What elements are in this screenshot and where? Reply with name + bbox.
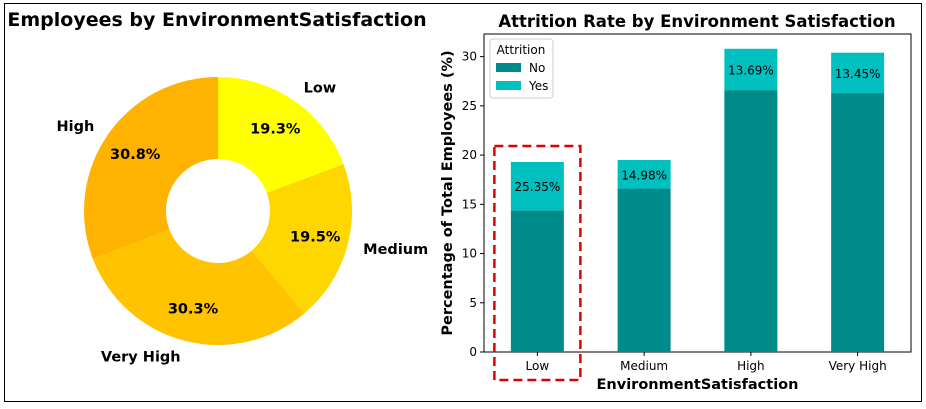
y-tick-label: 30	[462, 50, 477, 64]
bar-label: 13.69%	[728, 63, 774, 77]
slice-category-label-very-high: Very High	[101, 349, 181, 365]
y-tick-label: 25	[462, 99, 477, 113]
donut-slice-medium	[251, 164, 352, 314]
highlight-box-low	[493, 144, 582, 382]
x-tick-label: Low	[526, 359, 550, 373]
donut-slice-low	[218, 77, 344, 193]
legend-title: Attrition	[497, 43, 546, 57]
slice-percent-label-very-high: 30.3%	[168, 301, 219, 317]
slice-category-label-low: Low	[304, 81, 337, 97]
y-tick-label: 20	[462, 148, 477, 162]
y-tick-label: 0	[469, 345, 477, 359]
y-tick-label: 10	[462, 247, 477, 261]
bar-segment-yes-high	[724, 48, 778, 91]
slice-percent-label-low: 19.3%	[250, 121, 301, 137]
figure-frame	[4, 3, 922, 402]
legend-swatch-yes	[496, 81, 521, 90]
slice-category-label-high: High	[57, 119, 95, 135]
bar-label: 25.35%	[514, 180, 560, 194]
y-tick-label: 5	[469, 296, 477, 310]
bar-segment-yes-low	[510, 161, 564, 211]
plot-area-frame	[483, 33, 912, 353]
donut-chart: 19.3% Low 19.5% Medium 30.3% Very High 30.8% Hi…	[57, 77, 428, 365]
slice-category-label-medium: Medium	[363, 242, 428, 258]
bar-segment-yes-medium	[617, 160, 671, 189]
bar-label: 13.45%	[835, 67, 881, 81]
legend-label-yes: Yes	[528, 79, 548, 93]
y-axis-label: Percentage of Total Employees (%)	[440, 50, 456, 335]
slice-percent-label-medium: 19.5%	[290, 229, 341, 245]
pie-chart-title: Employees by EnvironmentSatisfaction	[7, 9, 426, 31]
slice-percent-label-high: 30.8%	[110, 147, 161, 163]
bar-segment-no-high	[724, 90, 778, 352]
y-tick-label: 15	[462, 197, 477, 211]
bar-segment-no-medium	[617, 188, 671, 352]
x-tick-label: Medium	[620, 359, 668, 373]
bar-segment-no-low	[510, 210, 564, 352]
x-tick-label: Very High	[829, 359, 887, 373]
stacked-bar-chart: 0 5 10 15 20 25 30 25.35% 14.98% 13.69% 13.45% Low M…	[440, 33, 912, 393]
bar-segment-yes-very-high	[831, 52, 885, 94]
bar-chart-title: Attrition Rate by Environment Satisfacti…	[498, 12, 895, 31]
bar-segment-no-very-high	[831, 93, 885, 353]
bar-label: 14.98%	[621, 168, 667, 182]
x-axis-label: EnvironmentSatisfaction	[597, 377, 799, 393]
legend-swatch-no	[496, 63, 521, 72]
donut-slice-high	[83, 77, 218, 260]
donut-slice-very-high	[92, 229, 305, 345]
x-tick-label: High	[737, 359, 765, 373]
legend-label-no: No	[529, 61, 545, 75]
chart-legend: Attrition No Yes	[489, 38, 554, 99]
